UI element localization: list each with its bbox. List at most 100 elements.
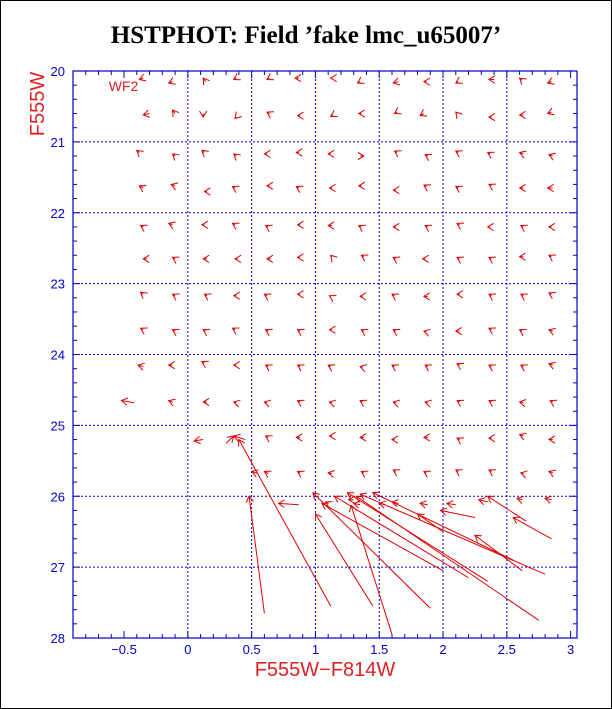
vector-head xyxy=(518,150,527,159)
vector-head xyxy=(330,254,338,263)
vector-head xyxy=(355,495,364,503)
vector-shaft xyxy=(417,513,444,533)
vector-arrow xyxy=(392,469,401,477)
vector-arrow xyxy=(360,328,369,337)
vector-arrow xyxy=(201,149,209,158)
vector-head xyxy=(445,500,454,509)
vector-head xyxy=(419,109,428,117)
vector-head xyxy=(424,364,433,372)
vector-arrow xyxy=(546,183,554,193)
vector-shaft xyxy=(419,502,428,506)
vector-arrow xyxy=(454,150,463,158)
vector-head xyxy=(454,185,463,193)
vector-arrow xyxy=(424,399,433,408)
vector-arrow xyxy=(422,77,431,86)
vector-head xyxy=(295,148,303,157)
vector-head xyxy=(263,399,272,408)
vector-shaft xyxy=(238,439,332,607)
vector-shaft xyxy=(355,495,540,621)
vector-head xyxy=(392,77,401,86)
vector-head xyxy=(456,362,465,371)
vector-shaft xyxy=(350,505,393,635)
vector-arrow xyxy=(392,77,401,86)
vector-arrow xyxy=(392,222,400,232)
vector-head xyxy=(488,75,496,84)
vector-head xyxy=(234,111,242,120)
vector-arrow xyxy=(296,470,305,478)
vector-shaft xyxy=(353,502,361,506)
vector-shaft xyxy=(225,435,235,444)
vector-head xyxy=(226,435,235,443)
vector-head xyxy=(357,224,366,232)
vector-head xyxy=(520,364,528,372)
vector-head xyxy=(296,470,305,478)
y-tick-label: 26 xyxy=(51,489,65,504)
vector-arrow xyxy=(329,110,338,118)
vector-arrow xyxy=(488,183,496,191)
vector-head xyxy=(486,222,494,232)
vector-arrow xyxy=(245,495,265,614)
vector-arrow xyxy=(232,361,240,370)
vector-head xyxy=(393,150,402,158)
vector-arrow xyxy=(328,294,337,303)
vector-head xyxy=(265,254,274,263)
vector-head xyxy=(422,433,431,442)
vector-head xyxy=(202,254,210,263)
vector-arrow xyxy=(519,470,528,479)
vector-arrow xyxy=(357,151,365,161)
vector-arrow xyxy=(486,151,495,159)
vector-arrow xyxy=(265,181,274,190)
vector-head xyxy=(232,399,241,408)
vector-head xyxy=(393,107,402,115)
vector-arrow xyxy=(266,111,274,119)
vector-shaft xyxy=(446,502,456,506)
vector-head xyxy=(324,501,333,509)
vector-arrow xyxy=(199,110,208,119)
vector-arrow xyxy=(277,499,299,508)
vector-arrow xyxy=(250,469,259,478)
vector-head xyxy=(486,151,495,159)
vector-head xyxy=(456,222,465,230)
vector-head xyxy=(359,292,367,301)
vector-head xyxy=(231,327,240,335)
vector-head xyxy=(232,291,240,300)
vector-shaft xyxy=(315,513,374,607)
vector-head xyxy=(423,184,431,192)
vector-arrow xyxy=(422,328,431,337)
vector-arrow xyxy=(320,502,444,572)
vector-head xyxy=(378,500,387,509)
y-tick-label: 24 xyxy=(51,348,65,363)
vector-head xyxy=(419,500,427,509)
x-tick-label: −0.5 xyxy=(111,642,137,657)
vector-arrow xyxy=(392,328,401,337)
vector-shaft xyxy=(121,400,135,404)
vector-head xyxy=(488,327,496,335)
vector-head xyxy=(356,76,365,84)
vector-arrow xyxy=(295,185,304,193)
vector-arrow xyxy=(359,292,367,301)
vector-head xyxy=(456,256,465,264)
vector-head xyxy=(171,109,180,117)
vector-arrow xyxy=(520,224,528,232)
vector-arrow xyxy=(488,434,496,443)
vector-arrow xyxy=(328,431,336,441)
vector-arrow xyxy=(296,328,305,337)
vector-arrow xyxy=(357,109,366,118)
vector-head xyxy=(548,292,556,300)
vector-arrow xyxy=(202,254,210,263)
vector-head xyxy=(424,224,433,232)
vector-arrow xyxy=(548,152,556,161)
vector-arrow xyxy=(231,222,240,230)
vector-head xyxy=(139,291,148,299)
vector-head xyxy=(231,185,240,193)
vector-arrow xyxy=(167,77,176,85)
vector-head xyxy=(488,399,496,407)
x-tick-label: 2.5 xyxy=(498,642,516,657)
vector-arrow xyxy=(518,77,527,85)
vector-head xyxy=(360,470,369,478)
vector-head xyxy=(546,183,554,193)
vector-head xyxy=(518,328,527,337)
vector-arrow xyxy=(139,327,148,335)
vector-arrow xyxy=(142,109,150,118)
vector-arrow xyxy=(486,495,527,522)
